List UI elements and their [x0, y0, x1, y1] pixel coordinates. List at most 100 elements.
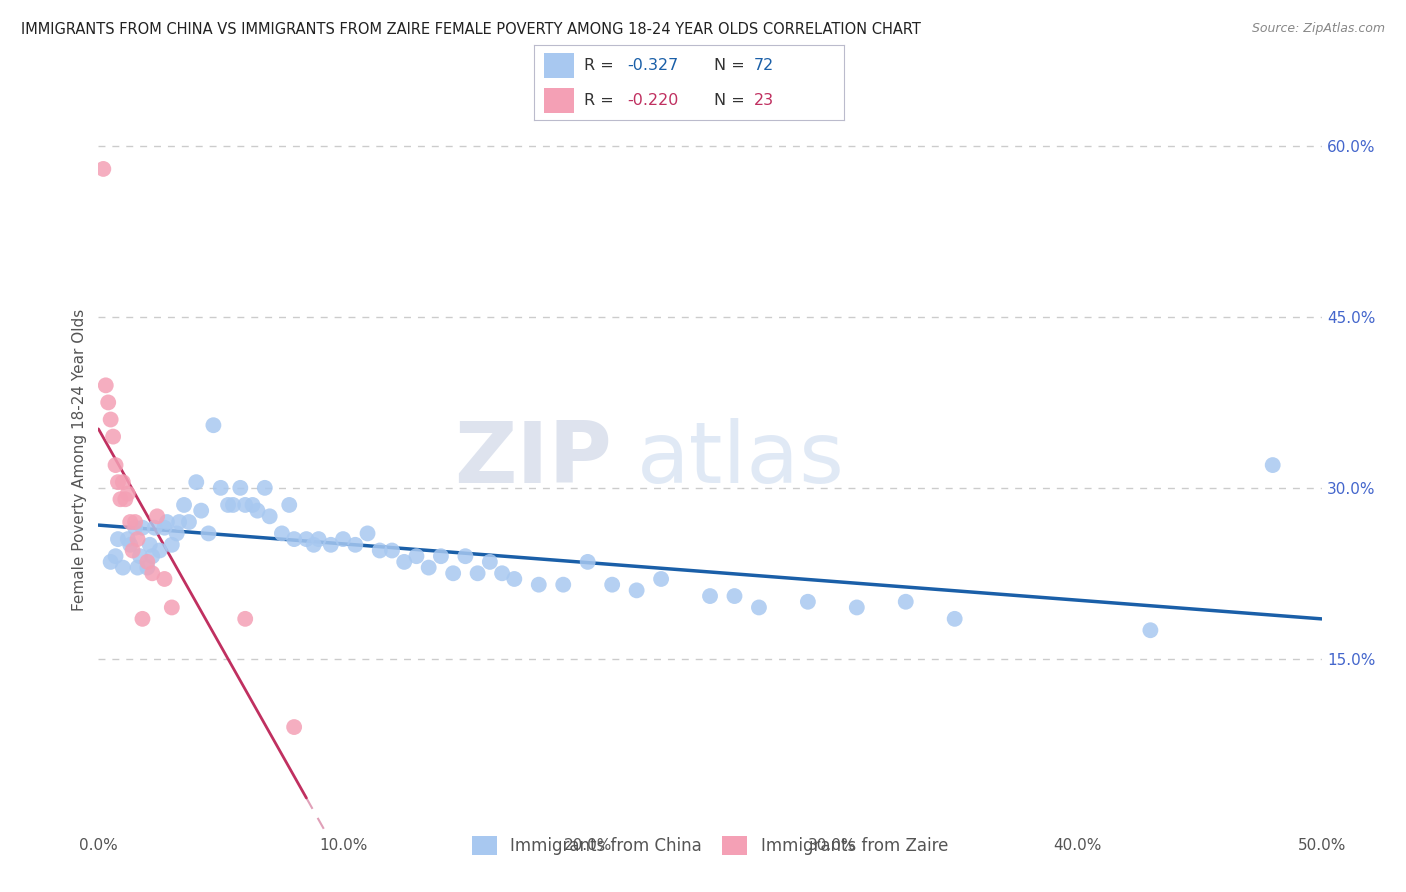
Point	[368, 543, 391, 558]
Point	[120, 538, 142, 552]
Point	[166, 526, 188, 541]
Point	[723, 589, 745, 603]
Point	[131, 521, 153, 535]
Point	[441, 566, 464, 581]
Point	[110, 492, 132, 507]
Text: atlas: atlas	[637, 417, 845, 501]
Point	[259, 509, 281, 524]
Point	[136, 555, 159, 569]
Point	[576, 555, 599, 569]
Point	[160, 600, 183, 615]
Point	[283, 720, 305, 734]
Point	[100, 412, 122, 426]
Bar	[544, 87, 575, 112]
Point	[124, 521, 146, 535]
Point	[121, 543, 143, 558]
Point	[197, 526, 219, 541]
Point	[302, 538, 325, 552]
Point	[943, 612, 966, 626]
Point	[295, 532, 318, 546]
Point	[117, 486, 139, 500]
Point	[120, 515, 142, 529]
Point	[229, 481, 252, 495]
Point	[117, 532, 139, 546]
Text: N =: N =	[714, 58, 749, 73]
Point	[101, 429, 124, 443]
Point	[491, 566, 513, 581]
Point	[650, 572, 672, 586]
Point	[131, 612, 153, 626]
Point	[246, 503, 269, 517]
Point	[149, 543, 172, 558]
Point	[894, 595, 917, 609]
Point	[1139, 624, 1161, 638]
Point	[146, 509, 169, 524]
Point	[141, 566, 163, 581]
Point	[167, 515, 190, 529]
Point	[270, 526, 294, 541]
Point	[253, 481, 276, 495]
Point	[233, 612, 256, 626]
Point	[136, 560, 159, 574]
Point	[104, 549, 127, 564]
Text: IMMIGRANTS FROM CHINA VS IMMIGRANTS FROM ZAIRE FEMALE POVERTY AMONG 18-24 YEAR O: IMMIGRANTS FROM CHINA VS IMMIGRANTS FROM…	[21, 22, 921, 37]
Point	[190, 503, 212, 517]
Point	[129, 549, 152, 564]
Point	[153, 521, 176, 535]
Point	[797, 595, 820, 609]
Point	[405, 549, 427, 564]
Text: -0.220: -0.220	[627, 93, 679, 108]
Point	[139, 538, 162, 552]
Point	[242, 498, 264, 512]
Point	[111, 560, 134, 574]
Point	[156, 515, 179, 529]
Point	[392, 555, 416, 569]
Point	[177, 515, 200, 529]
Point	[418, 560, 440, 574]
Point	[94, 378, 117, 392]
Point	[283, 532, 305, 546]
Point	[467, 566, 489, 581]
Point	[97, 395, 120, 409]
Point	[319, 538, 342, 552]
Point	[430, 549, 453, 564]
Point	[114, 492, 136, 507]
Point	[748, 600, 770, 615]
Point	[527, 577, 550, 591]
Point	[553, 577, 575, 591]
Text: R =: R =	[583, 58, 619, 73]
Point	[278, 498, 301, 512]
Point	[845, 600, 868, 615]
Point	[454, 549, 477, 564]
Text: R =: R =	[583, 93, 619, 108]
Text: Source: ZipAtlas.com: Source: ZipAtlas.com	[1251, 22, 1385, 36]
Point	[478, 555, 501, 569]
Point	[209, 481, 232, 495]
Point	[91, 161, 114, 176]
Y-axis label: Female Poverty Among 18-24 Year Olds: Female Poverty Among 18-24 Year Olds	[72, 309, 87, 610]
Point	[222, 498, 245, 512]
Point	[124, 515, 146, 529]
Point	[356, 526, 378, 541]
Point	[503, 572, 526, 586]
Point	[160, 538, 183, 552]
Point	[107, 532, 129, 546]
Text: ZIP: ZIP	[454, 417, 612, 501]
Point	[217, 498, 239, 512]
Text: 72: 72	[754, 58, 775, 73]
Text: 23: 23	[754, 93, 775, 108]
Point	[308, 532, 330, 546]
Bar	[544, 53, 575, 78]
Point	[699, 589, 721, 603]
Legend: Immigrants from China, Immigrants from Zaire: Immigrants from China, Immigrants from Z…	[465, 830, 955, 862]
Point	[127, 560, 149, 574]
Point	[173, 498, 195, 512]
Point	[1261, 458, 1284, 472]
Text: -0.327: -0.327	[627, 58, 678, 73]
Point	[104, 458, 127, 472]
Point	[107, 475, 129, 490]
Point	[153, 572, 176, 586]
Point	[233, 498, 256, 512]
Point	[600, 577, 623, 591]
Point	[344, 538, 367, 552]
